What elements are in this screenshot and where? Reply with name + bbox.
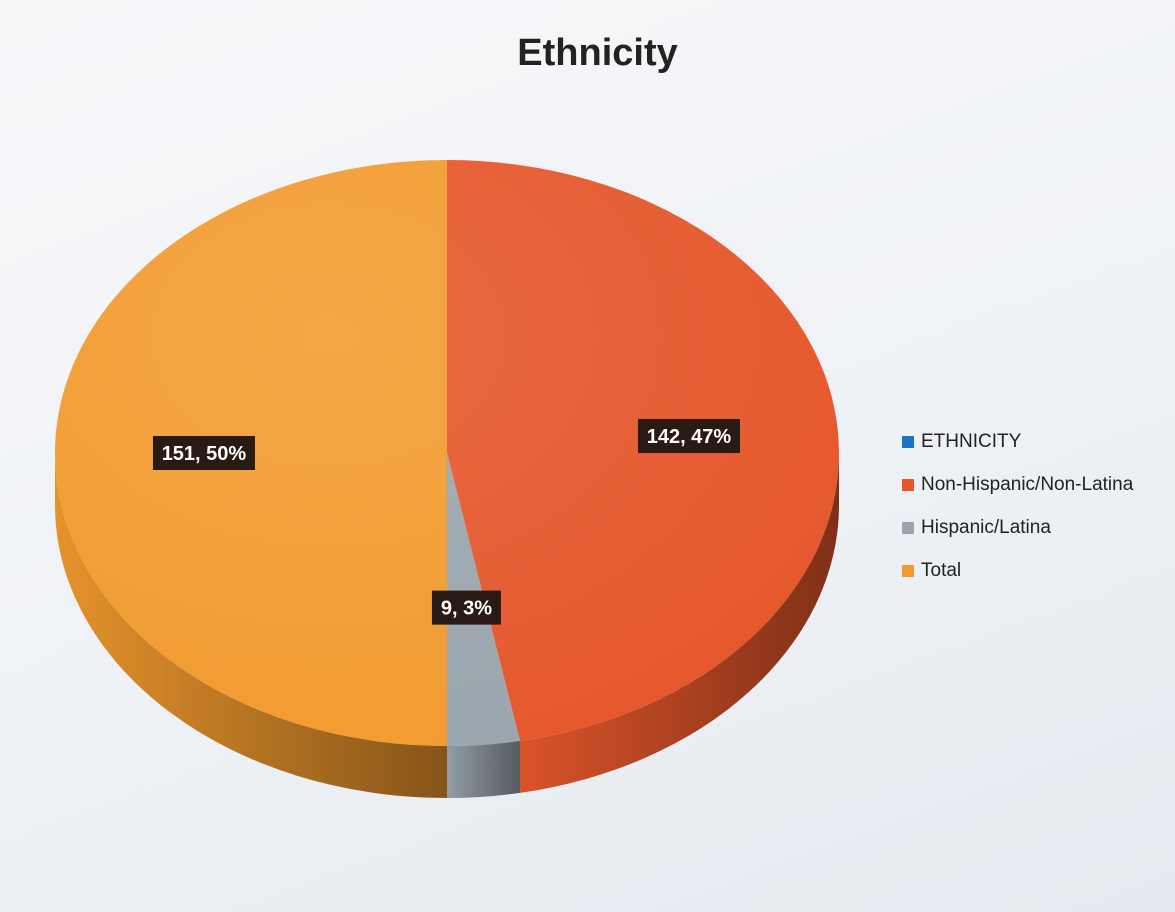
legend-item: Non-Hispanic/Non-Latina — [902, 463, 1133, 506]
legend-label: ETHNICITY — [921, 430, 1022, 452]
legend-item: Total — [902, 549, 1133, 592]
legend-swatch — [902, 521, 914, 534]
data-label: 151, 50% — [162, 443, 247, 465]
legend-item: Hispanic/Latina — [902, 506, 1133, 549]
legend-swatch — [902, 564, 914, 577]
data-label: 142, 47% — [647, 426, 732, 448]
legend-label: Hispanic/Latina — [921, 516, 1051, 538]
data-label-box — [431, 590, 501, 625]
legend: ETHNICITY Non-Hispanic/Non-Latina Hispan… — [902, 420, 1133, 592]
legend-label: Non-Hispanic/Non-Latina — [921, 473, 1134, 495]
legend-swatch — [902, 478, 914, 491]
legend-item: ETHNICITY — [902, 420, 1133, 463]
data-label: 9, 3% — [441, 598, 492, 620]
legend-label: Total — [921, 559, 962, 581]
pie-slice-side-shade — [447, 740, 520, 798]
data-label-box — [152, 436, 255, 470]
legend-swatch — [902, 435, 914, 448]
data-label-box — [637, 419, 740, 454]
chart-title: Ethnicity — [517, 32, 678, 74]
